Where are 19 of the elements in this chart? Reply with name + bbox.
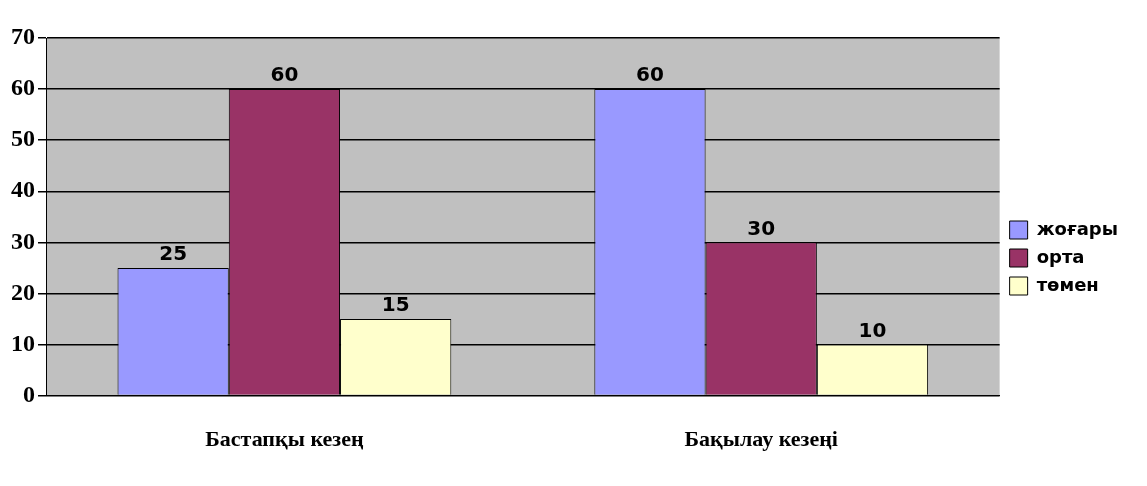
y-tick-label: 50 bbox=[11, 125, 35, 152]
y-tick-label: 70 bbox=[11, 23, 35, 50]
data-label: 25 bbox=[159, 241, 188, 266]
y-tick-label: 40 bbox=[11, 176, 35, 203]
x-tick-label: Бастапқы кезең bbox=[205, 426, 364, 452]
y-tick-label: 60 bbox=[11, 74, 35, 101]
y-tick-label: 10 bbox=[11, 329, 35, 356]
y-tick-label: 20 bbox=[11, 278, 35, 305]
data-label: 60 bbox=[270, 62, 299, 87]
data-label: 15 bbox=[381, 292, 410, 317]
data-label: 10 bbox=[858, 317, 887, 342]
data-label: 60 bbox=[636, 62, 664, 87]
legend-label: жоғары bbox=[1036, 217, 1119, 239]
legend-label: орта bbox=[1036, 245, 1085, 267]
y-tick-label: 0 bbox=[23, 380, 35, 407]
data-label: 30 bbox=[747, 215, 776, 240]
x-tick-label: Бақылау кезеңі bbox=[684, 426, 838, 452]
legend-label: төмен bbox=[1036, 273, 1099, 295]
y-tick-label: 30 bbox=[11, 227, 35, 254]
